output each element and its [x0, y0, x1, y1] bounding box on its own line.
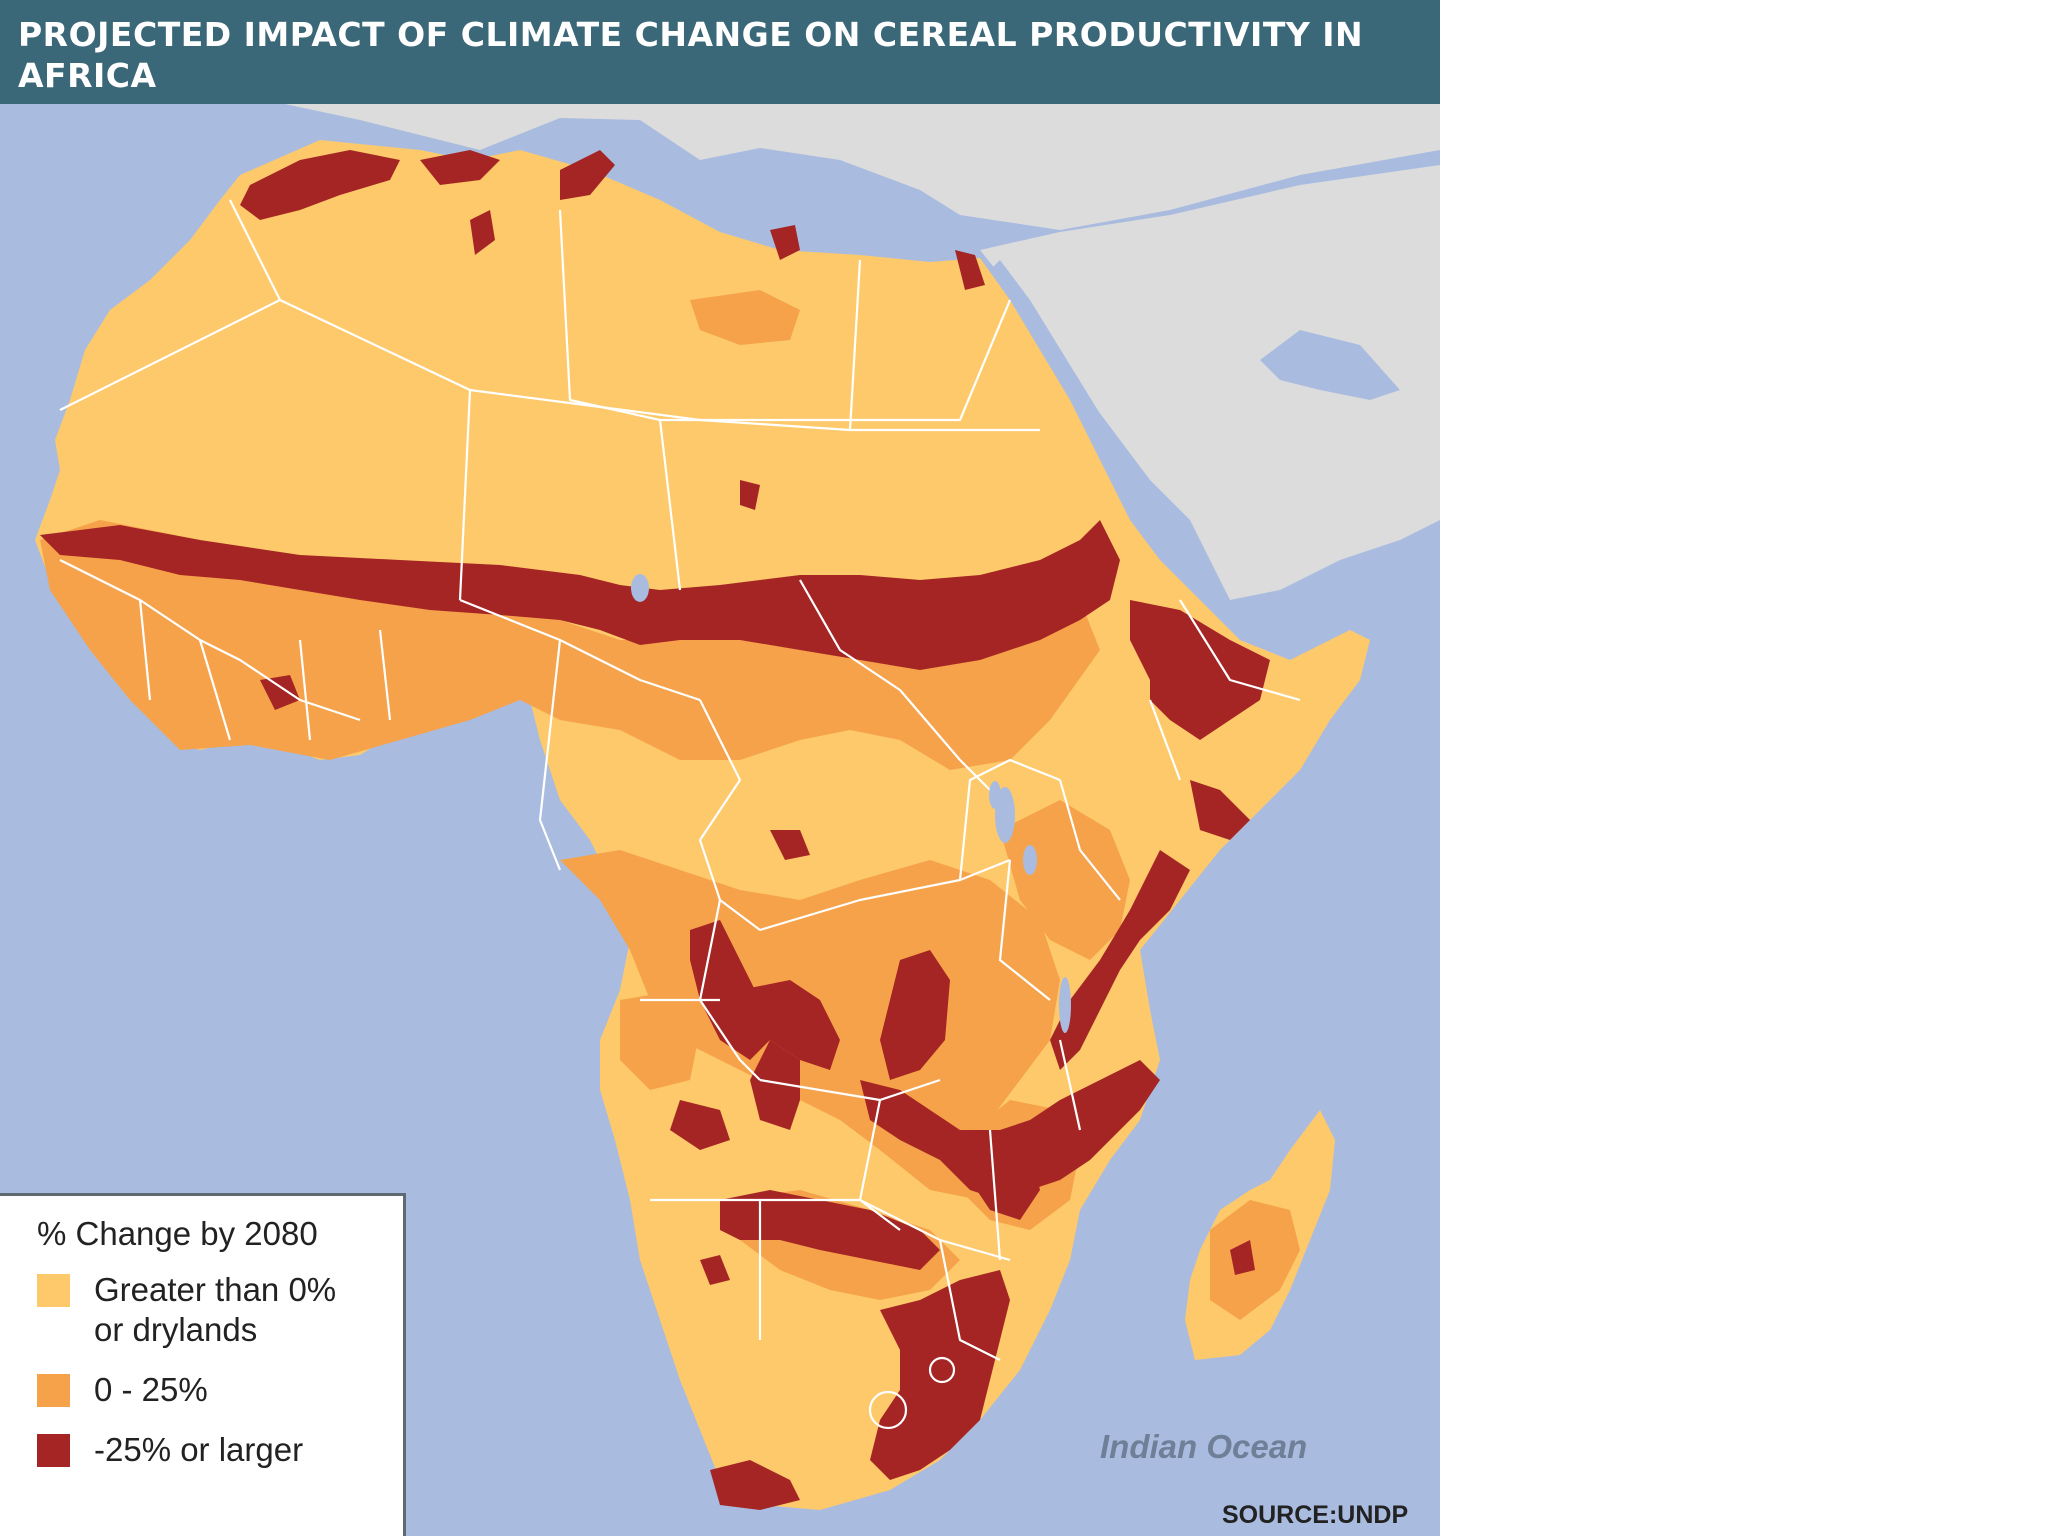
persian-gulf — [1260, 330, 1400, 400]
legend-label-moderate: 0 - 25% — [94, 1371, 208, 1408]
country-borders — [59, 199, 1301, 1430]
legend-heading: % Change by 2080 — [37, 1215, 318, 1252]
legend-item-moderate: 0 - 25% — [37, 1370, 403, 1410]
source-label: SOURCE:UNDP — [1222, 1501, 1409, 1529]
legend-swatch-positive — [37, 1274, 70, 1307]
legend-swatch-severe — [37, 1434, 70, 1467]
map-figure: PROJECTED IMPACT OF CLIMATE CHANGE ON CE… — [0, 0, 1440, 1536]
legend-swatch-moderate — [37, 1374, 70, 1407]
severe-decline-regions — [40, 150, 1270, 1510]
title-bar: PROJECTED IMPACT OF CLIMATE CHANGE ON CE… — [0, 0, 1440, 104]
legend-item-positive: Greater than 0% or drylands — [37, 1270, 403, 1350]
lakes — [631, 574, 1071, 1033]
legend: % Change by 2080 Greater than 0% or dryl… — [0, 1193, 406, 1536]
europe-landmass — [285, 104, 1440, 230]
legend-label-positive: Greater than 0% or drylands — [94, 1271, 337, 1348]
legend-label-severe: -25% or larger — [94, 1431, 304, 1468]
map-title: PROJECTED IMPACT OF CLIMATE CHANGE ON CE… — [18, 15, 1364, 95]
africa-map — [0, 0, 1440, 1536]
middle-east-landmass — [980, 165, 1440, 600]
red-sea — [990, 260, 1175, 575]
legend-item-severe: -25% or larger — [37, 1430, 403, 1470]
ocean-label: Indian Ocean — [1100, 1428, 1308, 1465]
